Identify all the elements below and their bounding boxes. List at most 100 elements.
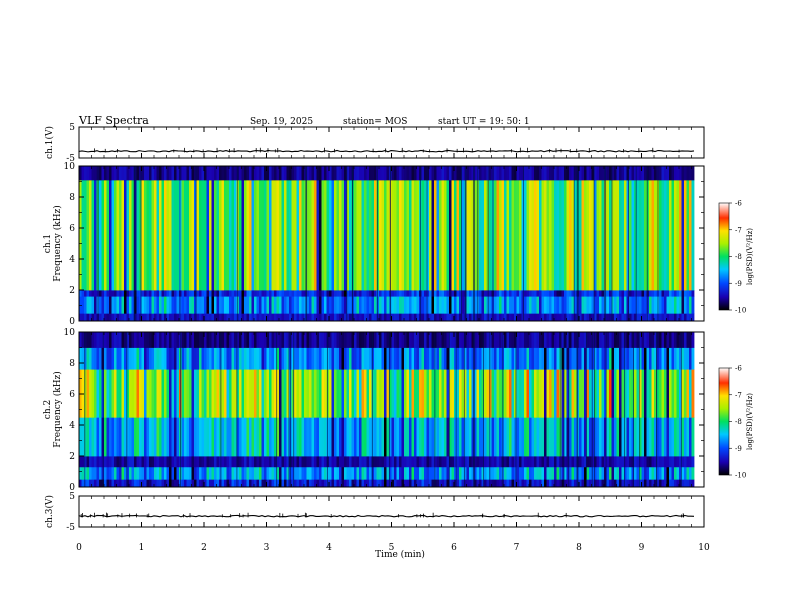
spectrogram-cell	[311, 290, 315, 297]
spectrogram-cell	[671, 296, 675, 314]
spectrogram-cell	[319, 290, 322, 297]
spectrogram-cell	[279, 166, 282, 181]
spectrogram-cell	[624, 313, 627, 322]
spectrogram-cell	[114, 456, 117, 468]
colorbar-tick-label: -8	[735, 253, 742, 261]
spectrogram-cell	[301, 166, 305, 181]
spectrogram-cell	[616, 466, 620, 480]
spectrogram-cell	[434, 179, 437, 291]
spectrogram-cell	[411, 290, 415, 297]
spectrogram-cell	[239, 290, 242, 297]
spectrogram-cell	[166, 290, 170, 297]
spectrogram-cell	[591, 369, 595, 418]
spectrogram-cell	[226, 369, 230, 418]
spectrogram-cell	[254, 466, 257, 480]
spectrogram-cell	[469, 179, 472, 291]
spectrogram-cell	[674, 290, 677, 297]
spectrogram-cell	[251, 417, 255, 457]
spectrogram-cell	[159, 313, 162, 322]
spectrogram-cell	[346, 290, 350, 297]
spectrogram-cell	[356, 313, 360, 322]
spectrogram-cell	[116, 466, 120, 480]
spectrogram-cell	[596, 332, 600, 348]
spectrogram-cell	[536, 479, 540, 488]
spectrogram-cell	[564, 369, 567, 418]
spectrogram-cell	[239, 166, 242, 181]
spectrogram-cell	[196, 479, 200, 488]
spectrogram-cell	[194, 456, 197, 468]
spectrogram-cell	[601, 332, 605, 348]
spectrogram-cell	[501, 179, 505, 291]
spectrogram-cell	[591, 456, 595, 468]
spectrogram-cell	[166, 179, 170, 291]
spectrogram-cell	[619, 456, 622, 468]
spectrogram-cell	[326, 296, 330, 314]
spectrogram-cell	[219, 369, 222, 418]
spectrogram-cell	[269, 417, 272, 457]
spectrogram-cell	[219, 417, 222, 457]
spectrogram-cell	[256, 179, 260, 291]
spectrogram-cell	[466, 417, 470, 457]
spectrogram-cell	[136, 347, 140, 370]
spectrogram-cell	[346, 179, 350, 291]
spectrogram-cell	[329, 466, 332, 480]
spectrogram-cell	[644, 179, 647, 291]
colorbar-label: log(PSD)(V²/Hz)	[746, 228, 754, 285]
spectrogram-cell	[614, 347, 617, 370]
spectrogram-cell	[454, 296, 457, 314]
spectrogram-cell	[154, 332, 157, 348]
spectrogram-cell	[504, 479, 507, 488]
spectrogram-cell	[149, 466, 152, 480]
spectrogram-cell	[666, 369, 670, 418]
spectrogram-cell	[336, 456, 340, 468]
spectrogram-cell	[154, 166, 157, 181]
spectrogram-cell	[574, 179, 577, 291]
spectrogram-cell	[466, 166, 470, 181]
spectrogram-cell	[349, 179, 352, 291]
spectrogram-cell	[246, 332, 250, 348]
spectrogram-cell	[271, 417, 275, 457]
spectrogram-cell	[601, 290, 605, 297]
spectrogram-cell	[611, 313, 615, 322]
spectrogram-cell	[629, 456, 632, 468]
spectrogram-cell	[291, 296, 295, 314]
spectrogram-cell	[509, 347, 512, 370]
spectrogram-cell	[79, 296, 82, 314]
spectrogram-cell	[429, 456, 432, 468]
spectrogram-cell	[621, 313, 625, 322]
spectrogram-cell	[511, 313, 515, 322]
spectrogram-cell	[524, 456, 527, 468]
spectrogram-cell	[356, 466, 360, 480]
spectrogram-cell	[519, 179, 522, 291]
spectrogram-cell	[176, 347, 180, 370]
spectrogram-cell	[254, 347, 257, 370]
spectrogram-cell	[329, 296, 332, 314]
spectrogram-cell	[499, 332, 502, 348]
spectrogram-cell	[159, 417, 162, 457]
spectrogram-cell	[261, 479, 265, 488]
spectrogram-cell	[104, 466, 107, 480]
spectrogram-cell	[131, 332, 135, 348]
spectrogram-cell	[511, 332, 515, 348]
spectrogram-cell	[384, 456, 387, 468]
spectrogram-cell	[381, 456, 385, 468]
y-axis-label: Frequency (kHz)	[52, 205, 63, 282]
spectrogram-cell	[134, 290, 137, 297]
spectrogram-cell	[556, 347, 560, 370]
spectrogram-cell	[339, 296, 342, 314]
spectrogram-cell	[669, 456, 672, 468]
spectrogram-cell	[649, 296, 652, 314]
spectrogram-cell	[284, 466, 287, 480]
spectrogram-cell	[351, 417, 355, 457]
spectrogram-cell	[564, 290, 567, 297]
spectrogram-cell	[601, 417, 605, 457]
spectrogram-cell	[276, 347, 280, 370]
spectrogram-cell	[149, 179, 152, 291]
spectrogram-cell	[591, 479, 595, 488]
spectrogram-cell	[659, 290, 662, 297]
spectrogram-cell	[404, 179, 407, 291]
spectrogram-cell	[96, 369, 100, 418]
spectrogram-cell	[681, 290, 685, 297]
spectrogram-cell	[156, 417, 160, 457]
spectrogram-cell	[684, 456, 687, 468]
